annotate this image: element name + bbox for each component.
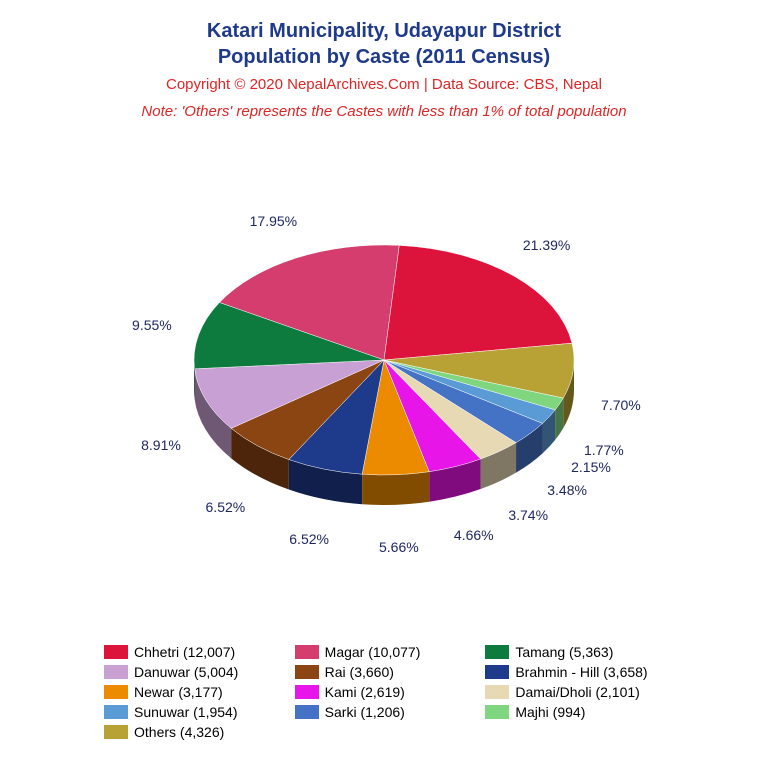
legend-swatch	[295, 665, 319, 679]
legend-label: Majhi (994)	[515, 704, 585, 720]
pct-label: 7.70%	[601, 397, 641, 413]
legend-label: Sunuwar (1,954)	[134, 704, 238, 720]
legend-swatch	[104, 645, 128, 659]
legend-item: Tamang (5,363)	[485, 644, 664, 660]
legend-label: Brahmin - Hill (3,658)	[515, 664, 647, 680]
pct-label: 17.95%	[250, 213, 297, 229]
pie-slice	[384, 245, 572, 360]
pct-label: 5.66%	[379, 539, 419, 555]
legend-item: Sarki (1,206)	[295, 704, 474, 720]
pct-label: 9.55%	[132, 317, 172, 333]
legend-item: Majhi (994)	[485, 704, 664, 720]
legend-label: Newar (3,177)	[134, 684, 223, 700]
pct-label: 4.66%	[454, 527, 494, 543]
legend-swatch	[485, 665, 509, 679]
legend-item: Magar (10,077)	[295, 644, 474, 660]
pct-label: 8.91%	[141, 437, 181, 453]
pct-label: 3.48%	[547, 482, 587, 498]
legend-swatch	[295, 685, 319, 699]
legend-item: Brahmin - Hill (3,658)	[485, 664, 664, 680]
pct-label: 2.15%	[571, 459, 611, 475]
copyright-text: Copyright © 2020 NepalArchives.Com | Dat…	[0, 76, 768, 93]
title-line-1: Katari Municipality, Udayapur District	[0, 18, 768, 44]
title-block: Katari Municipality, Udayapur District P…	[0, 0, 768, 120]
legend-swatch	[104, 685, 128, 699]
legend-swatch	[295, 645, 319, 659]
legend: Chhetri (12,007) Magar (10,077) Tamang (5,…	[104, 644, 664, 740]
legend-item: Danuwar (5,004)	[104, 664, 283, 680]
pie-chart: 17.95% 21.39% 7.70% 1.77%2.15% 3.48% 3.74% 4.6…	[0, 130, 768, 590]
legend-label: Magar (10,077)	[325, 644, 421, 660]
legend-swatch	[485, 705, 509, 719]
legend-item: Others (4,326)	[104, 724, 283, 740]
legend-label: Danuwar (5,004)	[134, 664, 238, 680]
legend-item: Sunuwar (1,954)	[104, 704, 283, 720]
pie-svg	[0, 130, 768, 590]
pct-label: 21.39%	[523, 237, 570, 253]
legend-label: Chhetri (12,007)	[134, 644, 235, 660]
legend-swatch	[104, 665, 128, 679]
pct-label: 6.52%	[289, 531, 329, 547]
pct-label: 6.52%	[206, 499, 246, 515]
legend-label: Others (4,326)	[134, 724, 224, 740]
legend-item: Chhetri (12,007)	[104, 644, 283, 660]
legend-item: Newar (3,177)	[104, 684, 283, 700]
legend-swatch	[485, 645, 509, 659]
legend-label: Kami (2,619)	[325, 684, 405, 700]
pct-label: 3.74%	[508, 507, 548, 523]
legend-label: Rai (3,660)	[325, 664, 394, 680]
legend-item: Kami (2,619)	[295, 684, 474, 700]
legend-label: Damai/Dholi (2,101)	[515, 684, 640, 700]
legend-item: Rai (3,660)	[295, 664, 474, 680]
pie-side	[362, 472, 429, 505]
legend-label: Tamang (5,363)	[515, 644, 613, 660]
legend-label: Sarki (1,206)	[325, 704, 405, 720]
legend-swatch	[104, 705, 128, 719]
legend-swatch	[485, 685, 509, 699]
legend-swatch	[295, 705, 319, 719]
legend-swatch	[104, 725, 128, 739]
pct-label: 1.77%	[584, 442, 624, 458]
title-line-2: Population by Caste (2011 Census)	[0, 44, 768, 70]
note-text: Note: 'Others' represents the Castes wit…	[0, 103, 768, 120]
legend-item: Damai/Dholi (2,101)	[485, 684, 664, 700]
